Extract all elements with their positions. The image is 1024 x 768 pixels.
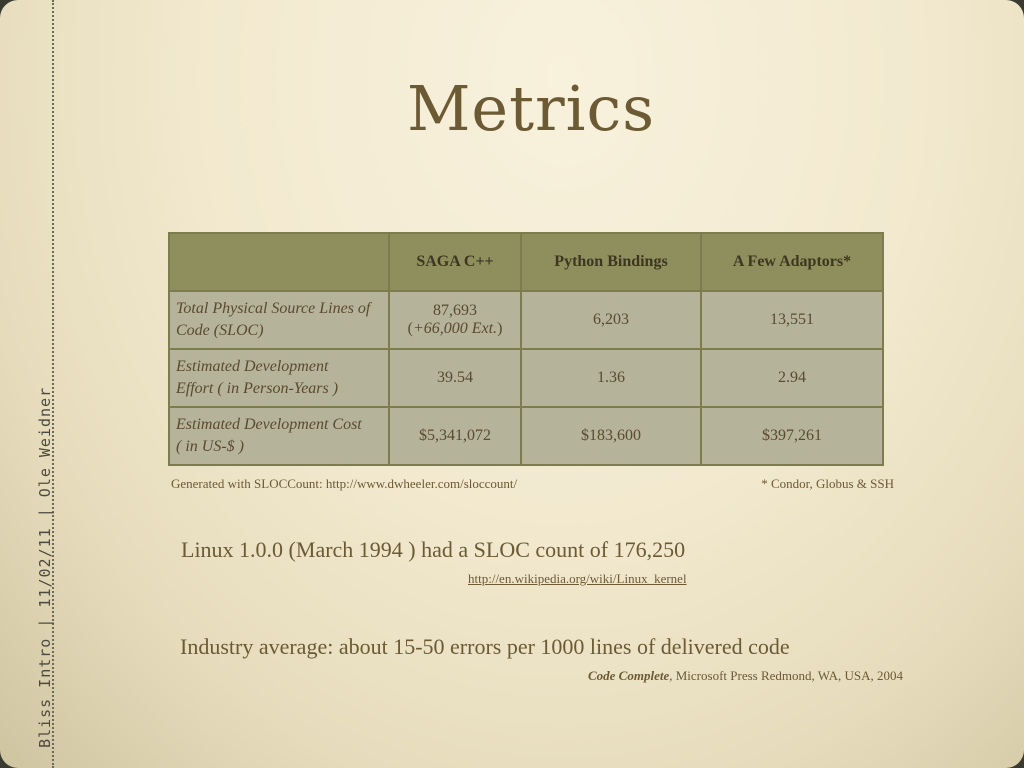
table-row: Estimated Development Effort ( in Person… [168, 348, 884, 408]
cell-adaptors-cost: $397,261 [700, 406, 884, 466]
linux-statement: Linux 1.0.0 (March 1994 ) had a SLOC cou… [181, 537, 686, 562]
header-cell-empty [168, 232, 390, 292]
row-label-effort: Estimated Development Effort ( in Person… [168, 348, 390, 408]
slide-title: Metrics [406, 72, 656, 145]
header-cell-adaptors: A Few Adaptors* [700, 232, 884, 292]
metrics-table: SAGA C++ Python Bindings A Few Adaptors*… [168, 232, 884, 466]
row-label-line1: Estimated Development Cost [176, 416, 362, 433]
cell-python-sloc: 6,203 [520, 290, 702, 350]
table-row: Total Physical Source Lines of Code (SLO… [168, 290, 884, 350]
sidebar-label: Bliss Intro | 11/02/11 | Ole Weidner [36, 386, 54, 748]
row-label-cost: Estimated Development Cost ( in US-$ ) [168, 406, 390, 466]
citation-book-title: Code Complete [587, 668, 670, 683]
table-row: Estimated Development Cost ( in US-$ ) $… [168, 406, 884, 466]
row-label-sloc: Total Physical Source Lines of Code (SLO… [168, 290, 390, 350]
row-label-line2: ( in US-$ ) [176, 438, 244, 455]
cell-saga-cost: $5,341,072 [388, 406, 522, 466]
header-cell-saga: SAGA C++ [388, 232, 522, 292]
cell-saga-effort: 39.54 [388, 348, 522, 408]
cell-python-cost: $183,600 [520, 406, 702, 466]
industry-citation: Code Complete, Microsoft Press Redmond, … [588, 668, 903, 684]
cell-saga-sloc: 87,693 (+66,000 Ext.) [388, 290, 522, 350]
cell-value: 87,693 [433, 302, 477, 319]
table-header-row: SAGA C++ Python Bindings A Few Adaptors* [168, 232, 884, 292]
row-label-line2: Code (SLOC) [176, 322, 264, 339]
cell-adaptors-sloc: 13,551 [700, 290, 884, 350]
row-label-line2: Effort ( in Person-Years ) [176, 380, 339, 397]
cell-adaptors-effort: 2.94 [700, 348, 884, 408]
cell-ext-value: +66,000 Ext. [412, 320, 498, 337]
row-label-line1: Estimated Development [176, 358, 329, 375]
industry-statement: Industry average: about 15-50 errors per… [180, 634, 790, 659]
row-label-line1: Total Physical Source Lines of [176, 300, 371, 317]
cell-python-effort: 1.36 [520, 348, 702, 408]
footnote: * Condor, Globus & SSH [761, 476, 894, 491]
citation-details: , Microsoft Press Redmond, WA, USA, 2004 [669, 668, 903, 683]
generated-note: Generated with SLOCCount: http://www.dwh… [171, 476, 518, 491]
linux-source-link[interactable]: http://en.wikipedia.org/wiki/Linux_kerne… [468, 571, 687, 586]
header-cell-python: Python Bindings [520, 232, 702, 292]
sidebar-divider [52, 0, 54, 768]
